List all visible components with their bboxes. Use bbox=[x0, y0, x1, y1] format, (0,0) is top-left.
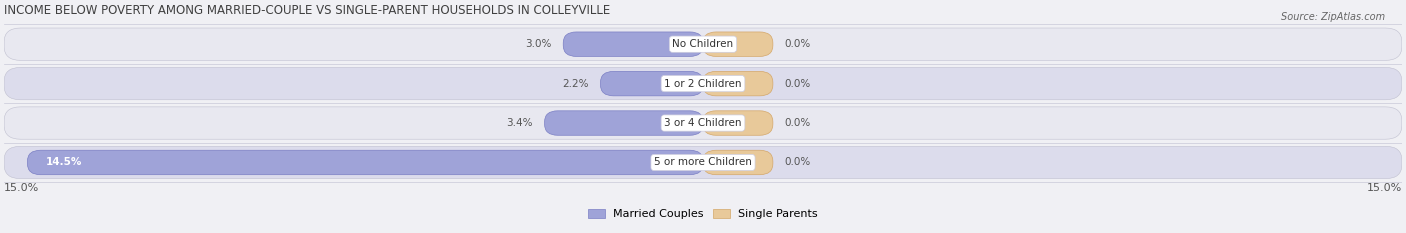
Text: 0.0%: 0.0% bbox=[785, 39, 811, 49]
FancyBboxPatch shape bbox=[703, 71, 773, 96]
FancyBboxPatch shape bbox=[4, 107, 1402, 139]
FancyBboxPatch shape bbox=[703, 111, 773, 135]
FancyBboxPatch shape bbox=[4, 146, 1402, 179]
FancyBboxPatch shape bbox=[703, 32, 773, 56]
Text: INCOME BELOW POVERTY AMONG MARRIED-COUPLE VS SINGLE-PARENT HOUSEHOLDS IN COLLEYV: INCOME BELOW POVERTY AMONG MARRIED-COUPL… bbox=[4, 4, 610, 17]
Text: Source: ZipAtlas.com: Source: ZipAtlas.com bbox=[1281, 12, 1385, 22]
FancyBboxPatch shape bbox=[600, 71, 703, 96]
Text: 1 or 2 Children: 1 or 2 Children bbox=[664, 79, 742, 89]
Text: 14.5%: 14.5% bbox=[46, 158, 83, 168]
FancyBboxPatch shape bbox=[28, 150, 703, 175]
FancyBboxPatch shape bbox=[4, 67, 1402, 100]
Text: No Children: No Children bbox=[672, 39, 734, 49]
FancyBboxPatch shape bbox=[4, 28, 1402, 60]
FancyBboxPatch shape bbox=[703, 150, 773, 175]
Text: 3.4%: 3.4% bbox=[506, 118, 533, 128]
FancyBboxPatch shape bbox=[564, 32, 703, 56]
Text: 3 or 4 Children: 3 or 4 Children bbox=[664, 118, 742, 128]
Text: 0.0%: 0.0% bbox=[785, 158, 811, 168]
Text: 3.0%: 3.0% bbox=[526, 39, 551, 49]
Legend: Married Couples, Single Parents: Married Couples, Single Parents bbox=[583, 205, 823, 224]
Text: 0.0%: 0.0% bbox=[785, 79, 811, 89]
Text: 2.2%: 2.2% bbox=[562, 79, 589, 89]
Text: 5 or more Children: 5 or more Children bbox=[654, 158, 752, 168]
Text: 15.0%: 15.0% bbox=[1367, 183, 1402, 193]
Text: 15.0%: 15.0% bbox=[4, 183, 39, 193]
FancyBboxPatch shape bbox=[544, 111, 703, 135]
Text: 0.0%: 0.0% bbox=[785, 118, 811, 128]
